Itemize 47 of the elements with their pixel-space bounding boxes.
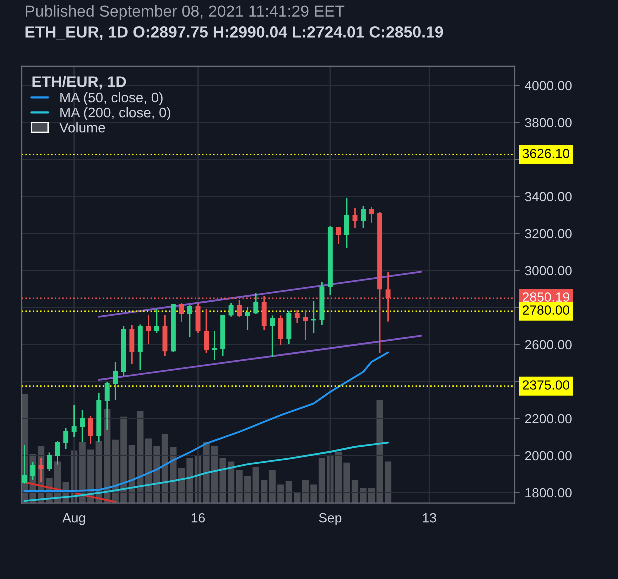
x-tick-label: 13 bbox=[423, 513, 436, 523]
candlestick bbox=[294, 310, 300, 324]
y-tick-label: 3800.00 bbox=[525, 118, 572, 128]
candlestick bbox=[270, 314, 276, 358]
legend-label: MA (50, close, 0) bbox=[60, 92, 163, 106]
x-tick-label: Sep bbox=[319, 513, 342, 526]
legend-title: ETH/EUR, 1D bbox=[32, 76, 126, 90]
candlestick bbox=[64, 428, 69, 450]
y-tick-label: 3200.00 bbox=[525, 229, 572, 239]
candlestick bbox=[113, 362, 118, 401]
candlestick bbox=[278, 314, 284, 346]
candlestick bbox=[88, 416, 94, 445]
candlestick bbox=[245, 306, 250, 331]
candlestick bbox=[344, 198, 350, 249]
ref-line-label: 2850.19 bbox=[523, 292, 570, 302]
candlestick bbox=[188, 304, 192, 338]
candlestick bbox=[254, 292, 259, 316]
candlestick bbox=[179, 302, 184, 323]
candlestick bbox=[72, 404, 77, 438]
y-tick-label: 4000.00 bbox=[525, 81, 572, 91]
candlestick bbox=[361, 206, 366, 229]
candlestick bbox=[47, 452, 52, 472]
candlestick bbox=[228, 302, 234, 318]
y-tick-label: 3000.00 bbox=[525, 266, 572, 276]
y-tick-label: 2600.00 bbox=[525, 340, 572, 350]
text: Published September 08, 2021 11:41:29 EET bbox=[26, 5, 345, 20]
candlestick bbox=[336, 226, 342, 245]
legend-label: MA (200, close, 0) bbox=[60, 107, 171, 120]
x-tick-label: 16 bbox=[192, 513, 206, 523]
candlestick bbox=[146, 314, 152, 345]
line-series bbox=[24, 442, 390, 502]
candlestick bbox=[154, 308, 160, 334]
y-tick-label: 3400.00 bbox=[525, 192, 572, 202]
candlestick bbox=[130, 324, 135, 365]
candlestick bbox=[212, 330, 218, 361]
ref-line-label: 2780.00 bbox=[523, 306, 570, 315]
y-tick-label: 2200.00 bbox=[525, 414, 572, 424]
line-series bbox=[24, 352, 390, 492]
chart-title: ETH_EUR, 1D O:2897.75 H:2990.04 L:2724.01 C:2850.19 bbox=[26, 26, 444, 40]
candlestick bbox=[303, 310, 308, 341]
x-tick-label: Aug bbox=[62, 514, 86, 526]
y-tick-label: 2000.00 bbox=[525, 451, 572, 461]
ref-line-label: 2375.00 bbox=[523, 380, 570, 390]
ref-line-label: 3626.10 bbox=[522, 149, 570, 158]
candlestick bbox=[204, 308, 209, 354]
legend-label: Volume bbox=[60, 122, 106, 133]
y-tick-label: 1800.00 bbox=[526, 488, 572, 498]
